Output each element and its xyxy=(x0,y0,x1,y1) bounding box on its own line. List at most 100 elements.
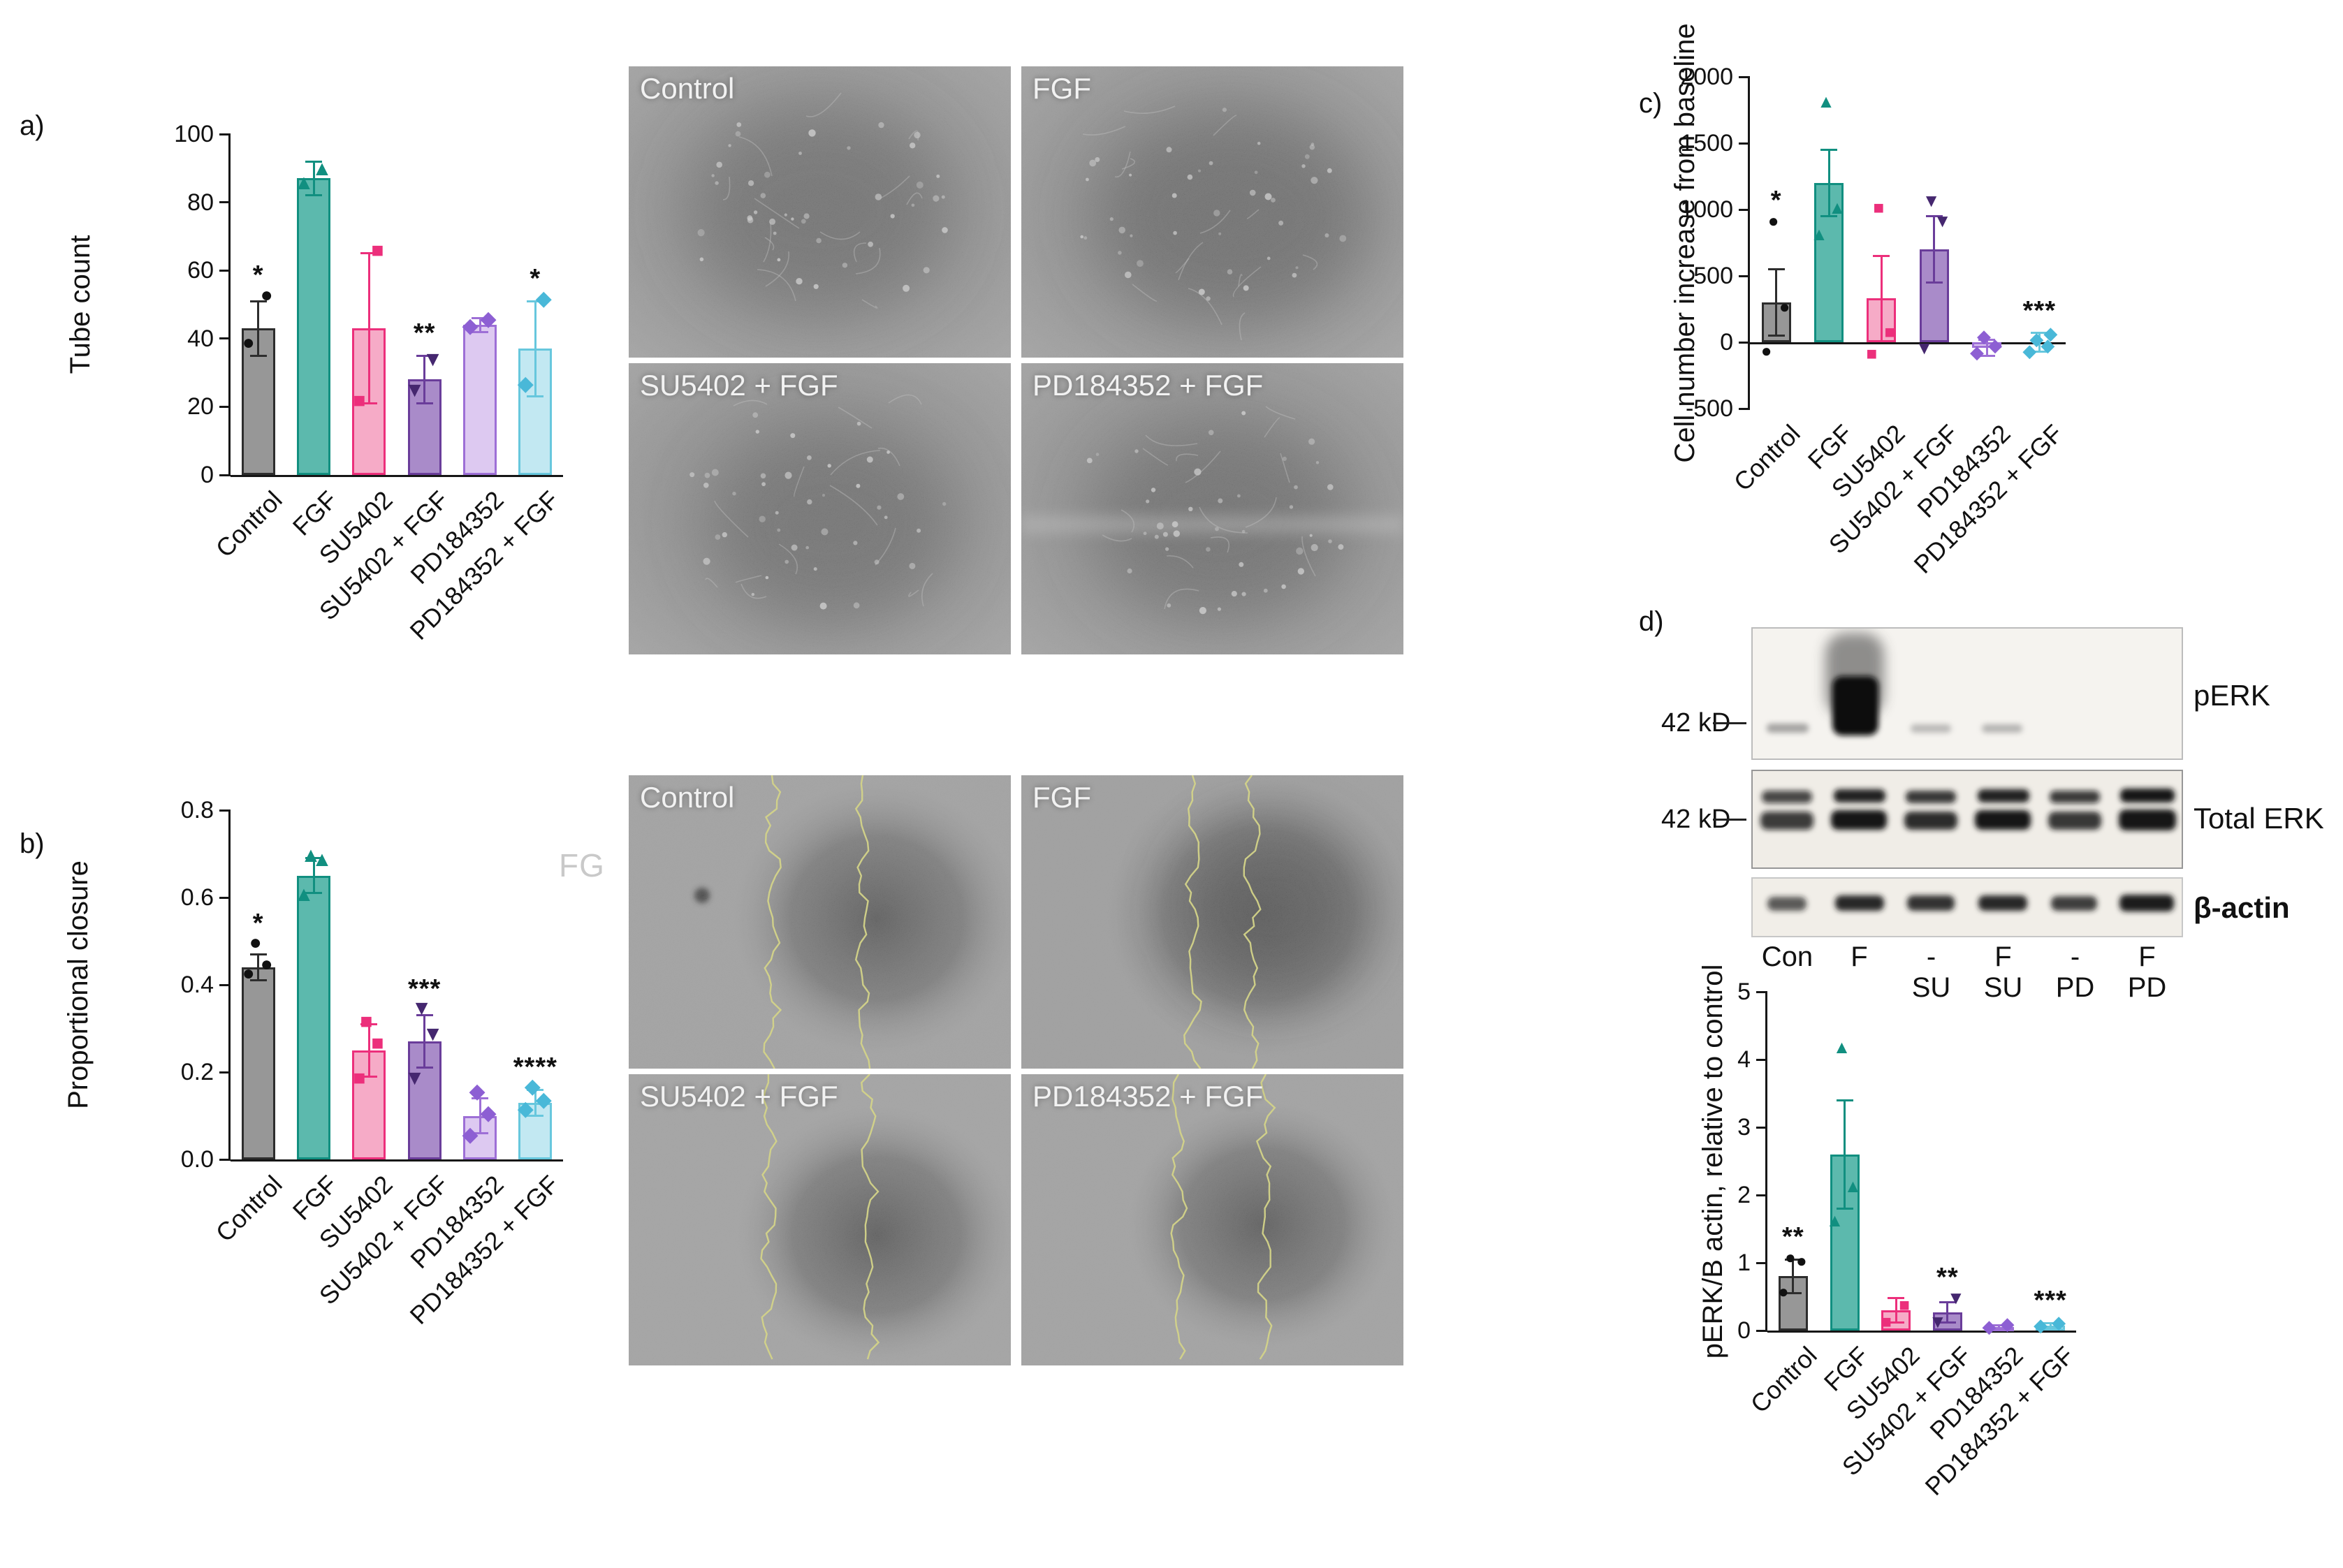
bar-fgf xyxy=(297,178,330,475)
data-point-marker: ◆ xyxy=(535,286,552,310)
data-point-marker: ◆ xyxy=(2041,335,2055,356)
data-point-marker: ◆ xyxy=(1977,325,1991,347)
error-cap-bottom xyxy=(472,1132,488,1134)
bar-su5402-fgf xyxy=(1919,249,1949,342)
scratch-image-pd184352-fgf-photo xyxy=(1021,1074,1403,1365)
y-axis-title: pERK/B actin, relative to control xyxy=(1698,964,1728,1358)
total-ERK-label: Total ERK xyxy=(2194,802,2324,835)
error-bar xyxy=(534,301,537,397)
error-bar xyxy=(312,161,315,196)
bar-control xyxy=(1778,1276,1808,1331)
y-tick xyxy=(219,474,231,476)
error-bar xyxy=(1792,1259,1795,1294)
y-tick xyxy=(1756,1329,1767,1332)
error-cap-top xyxy=(2042,1321,2059,1324)
y-tick xyxy=(1756,1058,1767,1061)
data-point-marker: ▼ xyxy=(422,348,444,372)
error-bar xyxy=(367,253,370,404)
y-tick-label: 0.8 xyxy=(180,797,214,823)
data-point-marker: ▲ xyxy=(1810,223,1828,244)
image-label: Control xyxy=(640,72,735,105)
y-tick-label: 80 xyxy=(187,189,214,216)
data-point-marker: ■ xyxy=(1899,1294,1911,1315)
image-label: PD184352 + FGF xyxy=(1032,1080,1264,1113)
category-label-pd184352: PD184352 xyxy=(1923,1340,2029,1446)
error-cap-top xyxy=(1978,338,1995,341)
bar-pd184352 xyxy=(1972,342,2001,348)
lane-label: Con xyxy=(1761,941,1813,972)
category-label-pd184352: PD184352 xyxy=(1911,418,2016,524)
y-tick xyxy=(219,133,231,135)
category-label-su5402: SU5402 xyxy=(1826,418,1911,504)
tube-image-su5402-fgf-photo xyxy=(629,363,1011,654)
y-tick xyxy=(1739,274,1750,277)
image-label: SU5402 + FGF xyxy=(640,369,838,402)
y-tick-label: 60 xyxy=(187,257,214,284)
pERK-label: pERK xyxy=(2194,679,2270,712)
data-point-marker: ■ xyxy=(371,1031,384,1055)
pERK-marker-line xyxy=(1713,722,1746,724)
data-point-marker: ● xyxy=(1779,296,1790,318)
data-point-marker: ▼ xyxy=(1933,210,1952,231)
data-point-marker: ■ xyxy=(1884,321,1896,343)
data-point-marker: ◆ xyxy=(2029,328,2044,349)
y-axis-title: Tube count xyxy=(65,235,96,374)
scratch-image-fgf: FGF xyxy=(1021,775,1403,1069)
data-point-marker: ▲ xyxy=(1817,90,1835,112)
error-cap-bottom xyxy=(305,892,322,895)
y-tick xyxy=(1756,1194,1767,1196)
y-tick xyxy=(219,269,231,272)
data-point-marker: ▼ xyxy=(411,996,432,1020)
x-axis xyxy=(1767,1331,2076,1333)
data-point-marker: ▲ xyxy=(1828,196,1846,218)
data-point-marker: ◆ xyxy=(469,1079,486,1103)
data-point-marker: ▼ xyxy=(1915,337,1934,359)
pERK-blot xyxy=(1751,627,2183,760)
error-cap-top xyxy=(360,252,378,255)
category-label-fgf: FGF xyxy=(1802,418,1858,475)
data-point-marker: ● xyxy=(260,283,273,307)
error-cap-top xyxy=(249,300,267,302)
data-point-marker: ▲ xyxy=(293,883,314,907)
category-label-control: Control xyxy=(1728,418,1806,497)
data-point-marker: ▲ xyxy=(1832,1036,1851,1058)
data-point-marker: ● xyxy=(1795,1250,1807,1271)
category-label-su5402: SU5402 xyxy=(1840,1340,1925,1426)
y-tick xyxy=(1756,1261,1767,1264)
bar-pd184352 xyxy=(463,325,497,475)
y-tick-label: 3 xyxy=(1737,1114,1751,1141)
data-point-marker: ◆ xyxy=(2052,1312,2066,1333)
y-tick-label: 0.4 xyxy=(180,972,214,998)
category-label-fgf: FGF xyxy=(1818,1340,1874,1397)
error-cap-bottom xyxy=(1820,215,1837,217)
data-point-marker: ■ xyxy=(360,1009,373,1033)
lane-label xyxy=(1751,972,1823,1003)
significance-label: ** xyxy=(413,318,436,349)
y-tick xyxy=(219,1071,231,1074)
data-point-marker: ● xyxy=(1760,340,1772,362)
error-cap-bottom xyxy=(360,1075,378,1078)
y-tick xyxy=(219,1158,231,1161)
y-tick-label: -500 xyxy=(1685,395,1733,422)
lane-label: SU xyxy=(1983,972,2023,1003)
error-bar xyxy=(2038,332,2041,352)
bar-control xyxy=(241,967,275,1159)
bar-su5402-fgf xyxy=(407,379,441,475)
y-tick xyxy=(1739,75,1750,78)
y-tick-label: 0 xyxy=(1737,1317,1751,1344)
data-point-marker: ◆ xyxy=(2034,1314,2048,1336)
error-cap-top xyxy=(305,160,322,163)
error-cap-top xyxy=(249,953,267,955)
y-tick-label: 0.0 xyxy=(180,1146,214,1173)
data-point-marker: ▼ xyxy=(1946,1287,1965,1309)
lane-label: PD xyxy=(2055,972,2095,1003)
data-point-marker: ■ xyxy=(353,388,366,412)
category-label-control: Control xyxy=(210,485,288,563)
y-axis xyxy=(228,134,231,475)
error-cap-top xyxy=(416,354,433,357)
category-label-su5402-fgf: SU5402 + FGF xyxy=(1823,418,1964,559)
scratch-image-su5402-fgf: SU5402 + FGF xyxy=(629,1074,1011,1365)
y-tick-label: 1000 xyxy=(1680,196,1733,223)
lane-labels-row2: SU SU PD PD xyxy=(1751,972,2183,1003)
